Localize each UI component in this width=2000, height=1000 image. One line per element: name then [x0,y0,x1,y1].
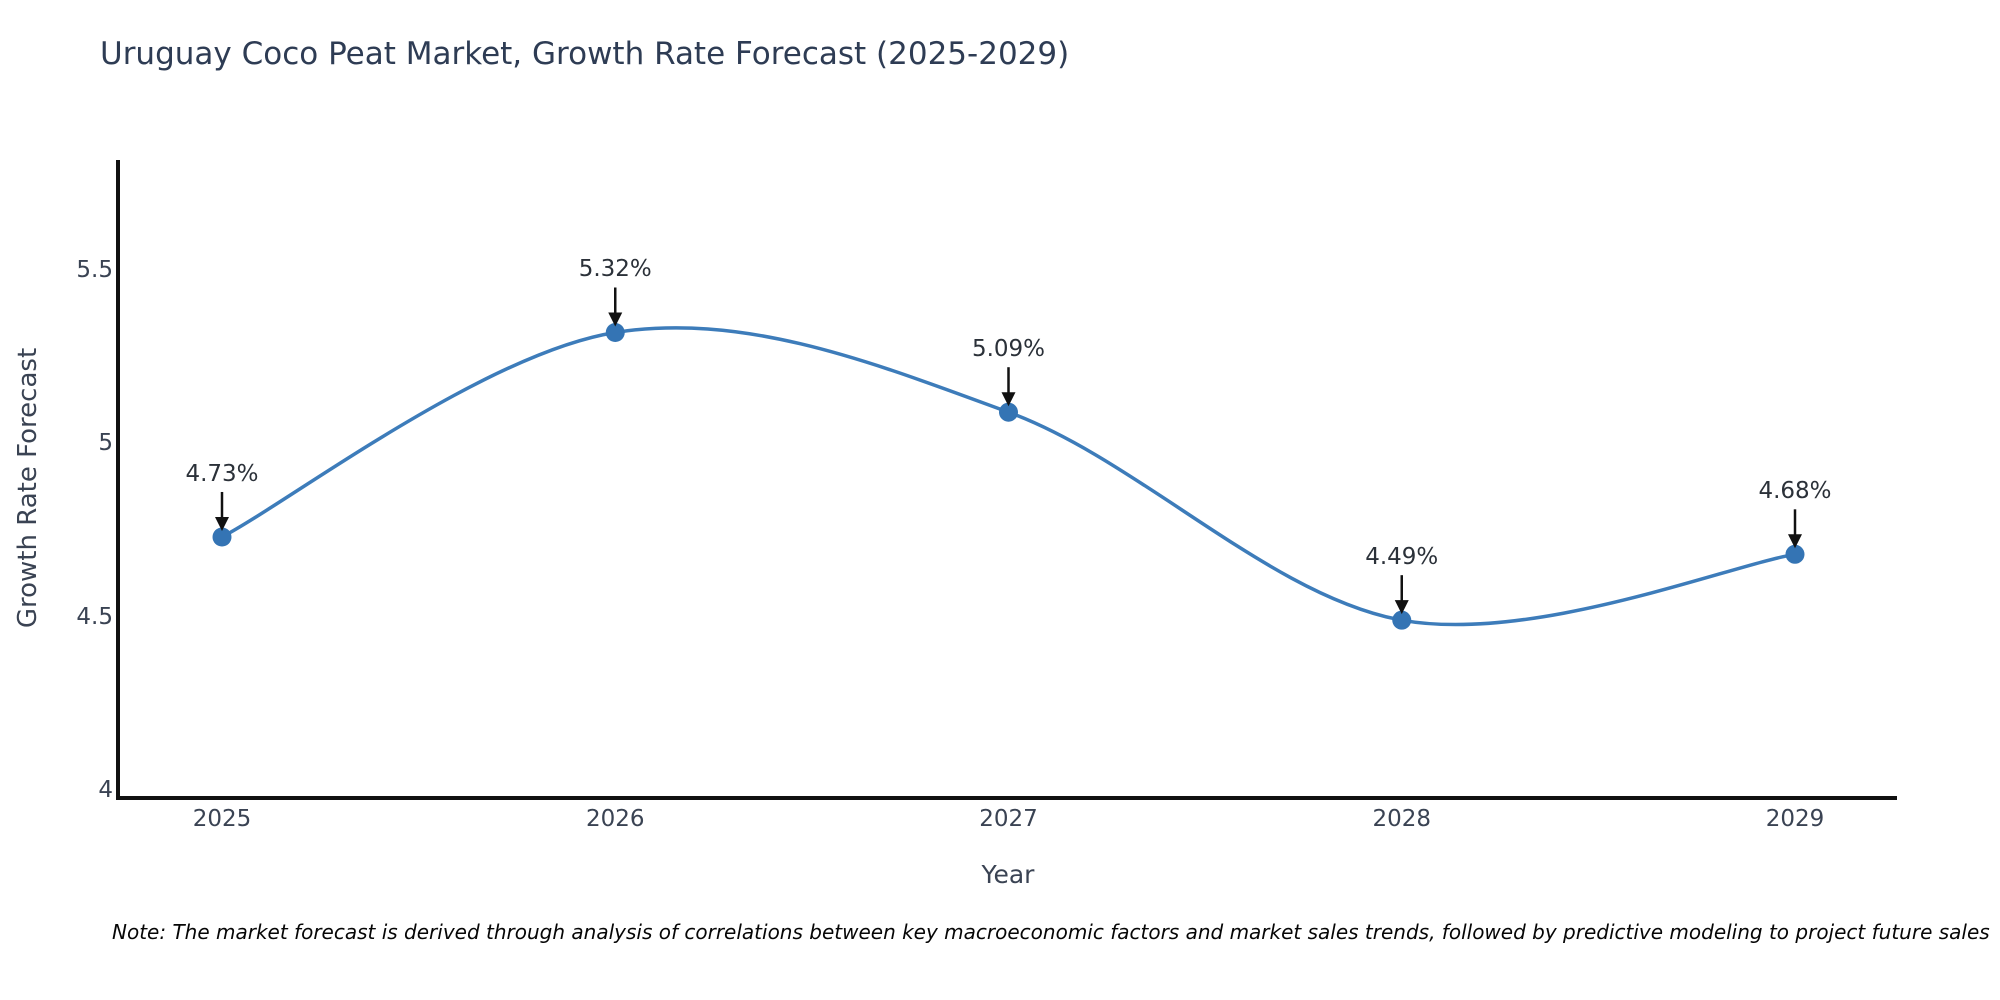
y-tick-label: 4.5 [76,603,113,630]
annotation-arrow-head [1788,534,1802,549]
y-tick-label: 5 [98,430,113,457]
annotation-arrow-head [1394,600,1409,615]
data-point-marker [605,322,625,342]
annotation-arrow-head [1001,392,1016,407]
x-tick-label: 2029 [1765,806,1825,832]
x-axis-title: Year [981,860,1035,889]
data-point-label: 4.68% [1758,478,1832,505]
data-point-marker [212,527,232,547]
data-point-marker [1392,610,1412,630]
data-point-marker [1785,544,1805,564]
x-tick-label: 2027 [979,806,1038,832]
x-tick-label: 2026 [585,806,645,832]
x-tick-label: 2025 [192,806,252,832]
data-point-marker [999,402,1018,422]
chart-title: Uruguay Coco Peat Market, Growth Rate Fo… [100,36,1070,72]
x-tick-label: 2028 [1372,806,1432,832]
data-point-label: 5.09% [971,336,1046,363]
footnote: Note: The market forecast is derived thr… [112,920,1990,944]
y-tick-label: 4 [98,777,113,803]
y-tick-label: 5.5 [76,257,113,284]
data-point-label: 5.32% [578,256,652,283]
annotation-arrow-head [215,516,229,531]
data-point-label: 4.49% [1365,544,1439,571]
data-point-label: 4.73% [185,460,259,487]
annotation-arrow-head [608,312,623,327]
axis-lines [116,160,1897,800]
